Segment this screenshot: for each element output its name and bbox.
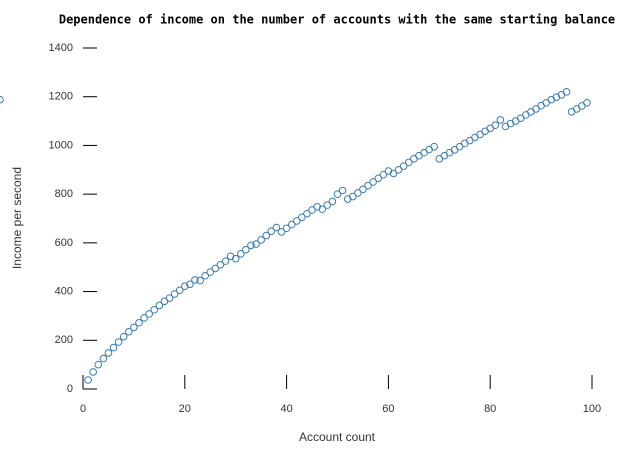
point bbox=[262, 231, 271, 240]
point bbox=[221, 257, 230, 265]
y-tick-label: 400 bbox=[55, 285, 73, 297]
y-axis-label: Income per second bbox=[10, 167, 24, 269]
point bbox=[196, 276, 204, 285]
point bbox=[119, 332, 128, 341]
point bbox=[379, 170, 388, 179]
point bbox=[318, 205, 327, 214]
point bbox=[328, 197, 337, 206]
point bbox=[84, 376, 92, 384]
point bbox=[135, 318, 143, 327]
point bbox=[231, 254, 240, 263]
point bbox=[201, 271, 209, 280]
point bbox=[130, 323, 138, 332]
point bbox=[348, 192, 357, 201]
point bbox=[252, 240, 260, 248]
x-axis-label: Account count bbox=[299, 430, 376, 444]
y-tick-label: 200 bbox=[55, 334, 73, 346]
y-tick-label: 800 bbox=[55, 188, 73, 200]
point bbox=[165, 294, 174, 302]
point bbox=[186, 280, 194, 289]
point bbox=[354, 189, 362, 197]
point bbox=[109, 343, 118, 352]
point bbox=[191, 276, 199, 284]
x-tick-label: 0 bbox=[80, 403, 86, 415]
point bbox=[364, 181, 372, 190]
point bbox=[150, 306, 159, 314]
point bbox=[496, 116, 505, 124]
point bbox=[394, 165, 403, 174]
point bbox=[277, 228, 286, 236]
point bbox=[292, 217, 301, 225]
y-tick-label: 0 bbox=[67, 383, 73, 395]
x-tick-label: 60 bbox=[382, 403, 394, 415]
point bbox=[257, 236, 265, 244]
point bbox=[389, 169, 398, 178]
point bbox=[175, 286, 184, 295]
point bbox=[267, 227, 276, 235]
point bbox=[94, 360, 103, 369]
point bbox=[374, 174, 383, 183]
point bbox=[338, 186, 347, 195]
y-tick-label: 1000 bbox=[49, 139, 73, 151]
point bbox=[282, 224, 291, 233]
point bbox=[181, 282, 189, 291]
point bbox=[298, 213, 306, 222]
point bbox=[323, 201, 332, 209]
point bbox=[333, 190, 342, 198]
point bbox=[140, 314, 148, 322]
point bbox=[399, 162, 408, 170]
point bbox=[583, 99, 591, 107]
point bbox=[89, 368, 97, 376]
point bbox=[170, 290, 179, 298]
point bbox=[242, 245, 250, 254]
point bbox=[104, 349, 113, 357]
point bbox=[303, 209, 311, 218]
point bbox=[562, 88, 571, 96]
chart-title: Dependence of income on the number of ac… bbox=[59, 13, 615, 27]
x-tick-label: 40 bbox=[280, 403, 292, 415]
point bbox=[404, 158, 413, 167]
x-tick-label: 20 bbox=[179, 403, 191, 415]
y-tick-label: 600 bbox=[55, 237, 73, 249]
point bbox=[114, 338, 123, 346]
point bbox=[145, 310, 153, 318]
point bbox=[125, 327, 133, 336]
y-tick-label: 1400 bbox=[49, 42, 73, 54]
point bbox=[216, 260, 225, 269]
point bbox=[155, 301, 164, 310]
x-tick-label: 80 bbox=[484, 403, 496, 415]
point bbox=[0, 95, 4, 104]
point bbox=[247, 241, 255, 250]
point bbox=[287, 220, 296, 229]
x-tick-label: 100 bbox=[583, 403, 601, 415]
point bbox=[211, 264, 220, 273]
point bbox=[206, 268, 215, 276]
point bbox=[236, 250, 245, 258]
point bbox=[99, 354, 108, 363]
y-tick-label: 1200 bbox=[49, 91, 73, 103]
point bbox=[359, 185, 367, 194]
point bbox=[430, 142, 439, 151]
point bbox=[491, 121, 500, 130]
point bbox=[369, 178, 377, 186]
point bbox=[272, 223, 281, 232]
